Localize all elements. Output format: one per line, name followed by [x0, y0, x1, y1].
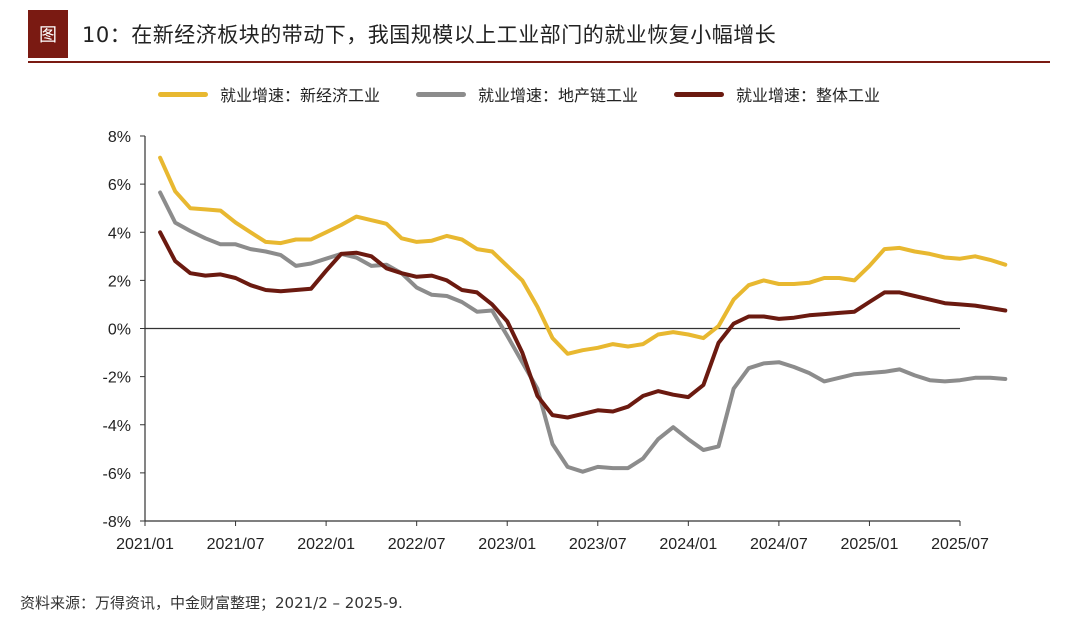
legend-swatch [416, 91, 467, 97]
series-line-overall [158, 230, 1008, 420]
series-line-new-economy [158, 155, 1008, 356]
x-tick-label: 2024/01 [659, 536, 717, 553]
y-tick-label: 8% [108, 129, 131, 146]
y-tick-label: -8% [103, 514, 131, 531]
legend-item-real-estate: 就业增速：地产链工业 [416, 82, 638, 106]
y-tick-label: 6% [108, 177, 131, 194]
y-tick-label: -4% [103, 418, 131, 435]
y-tick-label: 0% [108, 322, 131, 339]
figure-title: 10：在新经济板块的带动下，我国规模以上工业部门的就业恢复小幅增长 [82, 23, 777, 47]
x-tick-label: 2021/01 [116, 536, 174, 553]
source-note: 资料来源：万得资讯，中金财富整理；2021/2 – 2025-9. [20, 594, 403, 612]
figure-tag: 图 [28, 10, 68, 58]
legend-item-new-economy: 就业增速：新经济工业 [158, 82, 380, 106]
x-tick-label: 2021/07 [207, 536, 265, 553]
chart-legend: 就业增速：新经济工业 就业增速：地产链工业 就业增速：整体工业 [158, 82, 880, 106]
x-tick-label: 2022/07 [388, 536, 446, 553]
legend-label: 就业增速：地产链工业 [478, 86, 639, 105]
x-tick-label: 2025/01 [841, 536, 899, 553]
x-tick-label: 2022/01 [297, 536, 355, 553]
series-line-real-estate [158, 190, 1008, 474]
legend-item-overall: 就业增速：整体工业 [674, 82, 880, 106]
figure-title-bar: 图 10：在新经济板块的带动下，我国规模以上工业部门的就业恢复小幅增长 [28, 10, 776, 58]
x-tick-label: 2023/01 [478, 536, 536, 553]
y-tick-label: -6% [103, 466, 131, 483]
y-tick-label: -2% [103, 370, 131, 387]
x-tick-label: 2024/07 [750, 536, 808, 553]
x-tick-label: 2023/07 [569, 536, 627, 553]
title-divider [28, 61, 1050, 63]
y-tick-label: 4% [108, 225, 131, 242]
x-tick-label: 2025/07 [931, 536, 989, 553]
y-tick-label: 2% [108, 273, 131, 290]
legend-swatch [674, 91, 725, 97]
legend-swatch [158, 91, 208, 97]
legend-label: 就业增速：整体工业 [736, 86, 881, 105]
legend-label: 就业增速：新经济工业 [220, 86, 381, 105]
